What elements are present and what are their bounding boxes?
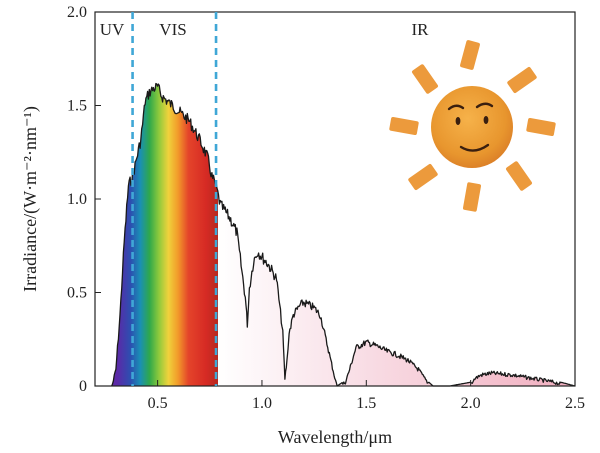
y-tick-label: 0 (79, 378, 87, 395)
y-axis-ticks: 0 0.5 1.0 1.5 2.0 (67, 4, 101, 395)
x-tick-label: 1.0 (252, 395, 272, 412)
y-tick-label: 0.5 (67, 285, 87, 302)
y-tick-label: 1.5 (67, 98, 87, 115)
y-tick-label: 1.0 (67, 191, 87, 208)
sun-icon (389, 40, 556, 212)
region-label-uv: UV (100, 20, 125, 39)
x-axis-ticks: 0.5 1.0 1.5 2.0 2.5 (148, 380, 585, 412)
x-tick-label: 2.5 (565, 395, 585, 412)
x-tick-label: 2.0 (461, 395, 481, 412)
irradiance-series-line (111, 82, 576, 387)
visible-spectrum-fill (111, 83, 218, 386)
y-axis-label: Irradiance/(W·m⁻²·nm⁻¹) (20, 106, 41, 292)
x-tick-label: 1.5 (356, 395, 376, 412)
x-tick-label: 0.5 (148, 395, 168, 412)
region-label-vis: VIS (159, 20, 186, 39)
region-label-ir: IR (412, 20, 430, 39)
ir-spectrum-fill (218, 192, 575, 386)
y-tick-label: 2.0 (67, 4, 87, 21)
x-axis-label: Wavelength/μm (278, 427, 392, 447)
